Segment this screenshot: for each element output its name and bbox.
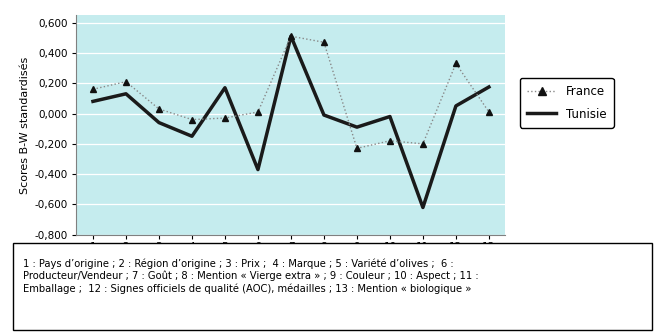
FancyBboxPatch shape (13, 243, 652, 330)
Y-axis label: Scores B-W standardisés: Scores B-W standardisés (20, 56, 30, 193)
Legend: France, Tunisie: France, Tunisie (520, 78, 614, 128)
X-axis label: Attributs: Attributs (259, 254, 323, 267)
Text: 1 : Pays d’origine ; 2 : Région d’origine ; 3 : Prix ;  4 : Marque ; 5 : Variété: 1 : Pays d’origine ; 2 : Région d’origin… (23, 259, 479, 294)
